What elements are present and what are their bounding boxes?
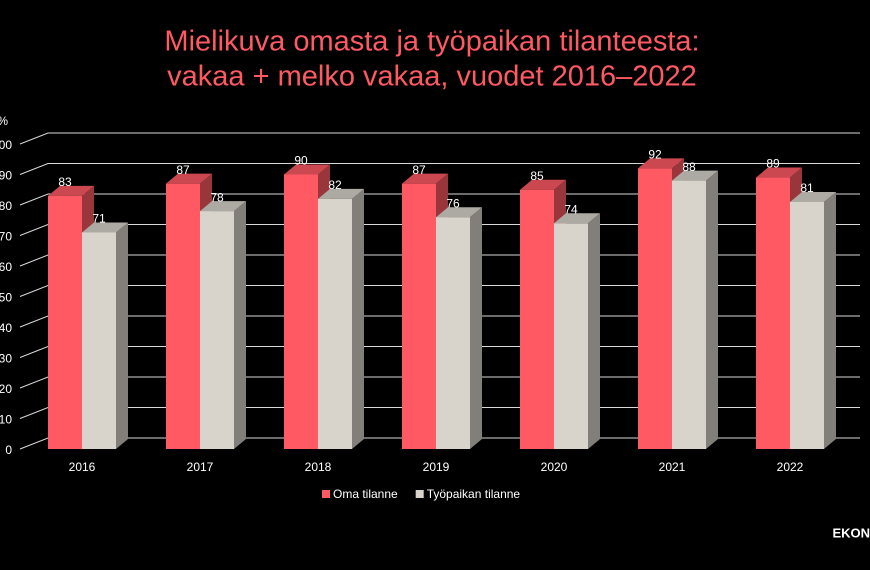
y-tick-label: 50	[0, 291, 12, 305]
legend-label: Oma tilanne	[333, 487, 398, 501]
bar	[402, 183, 436, 449]
y-tick-label: 80	[0, 199, 12, 213]
bar-top	[318, 188, 364, 199]
bar-top	[520, 179, 566, 190]
y-tick-label: 70	[0, 230, 12, 244]
bar-top	[790, 191, 836, 202]
bar-side	[234, 201, 246, 449]
chart-title: Mielikuva omasta ja työpaikan tilanteest…	[164, 26, 699, 58]
bar	[82, 232, 116, 449]
y-tick-label: 20	[0, 382, 12, 396]
bar-top	[48, 185, 94, 196]
y-tick-label: 60	[0, 260, 12, 274]
bar	[520, 189, 554, 449]
x-tick-label: 2022	[777, 460, 804, 474]
value-label: 90	[294, 154, 308, 168]
bar-side	[352, 188, 364, 449]
bar	[756, 177, 790, 450]
value-label: 82	[328, 178, 342, 192]
y-tick-label: 10	[0, 413, 12, 427]
bar-top	[82, 222, 128, 233]
bar-side	[706, 170, 718, 449]
x-tick-label: 2021	[659, 460, 686, 474]
legend-swatch	[322, 490, 330, 498]
logo: EKON	[832, 525, 870, 540]
x-tick-label: 2020	[541, 460, 568, 474]
value-label: 76	[446, 196, 460, 210]
legend-label: Työpaikan tilanne	[427, 487, 521, 501]
bar-top	[166, 173, 212, 184]
bar	[284, 174, 318, 449]
value-label: 89	[766, 157, 780, 171]
x-tick-label: 2018	[305, 460, 332, 474]
y-tick-label: 0	[5, 443, 12, 457]
bar	[318, 198, 352, 449]
grid-line	[19, 132, 860, 145]
grid-line	[19, 193, 860, 206]
chart-title: vakaa + melko vakaa, vuodet 2016–2022	[167, 61, 697, 93]
grid-line	[19, 163, 860, 175]
bar-top	[200, 201, 246, 212]
bar-side	[588, 213, 600, 449]
bar	[200, 211, 234, 449]
bar	[166, 183, 200, 449]
bar-side	[470, 207, 482, 449]
value-label: 78	[210, 190, 224, 204]
value-label: 81	[800, 181, 814, 195]
y-tick-label: 30	[0, 352, 12, 366]
x-tick-label: 2017	[187, 460, 214, 474]
bar-side	[824, 191, 836, 449]
bar	[672, 180, 706, 449]
value-label: 74	[564, 202, 578, 216]
bar-top	[402, 173, 448, 184]
legend-swatch	[415, 490, 424, 498]
y-tick-label: 40	[0, 321, 12, 335]
bar-top	[638, 158, 684, 169]
bar-top	[756, 167, 802, 178]
value-label: 83	[58, 175, 72, 189]
bar	[48, 195, 82, 449]
y-tick-label: 90	[0, 169, 12, 183]
value-label: 88	[682, 160, 696, 174]
value-label: 87	[176, 163, 190, 177]
bar-top	[284, 164, 330, 175]
bar	[436, 217, 470, 449]
bar-side	[116, 222, 128, 449]
x-tick-label: 2019	[423, 460, 450, 474]
bar-top	[672, 170, 718, 181]
bar	[554, 223, 588, 449]
bar	[790, 201, 824, 449]
bar-top	[436, 207, 482, 218]
y-axis-label: %	[0, 114, 8, 128]
value-label: 92	[648, 148, 662, 162]
value-label: 85	[530, 169, 544, 183]
value-label: 87	[412, 163, 426, 177]
bar-top	[554, 213, 600, 224]
x-tick-label: 2016	[69, 460, 96, 474]
y-tick-label: 100	[0, 138, 12, 152]
bar	[638, 168, 672, 449]
value-label: 71	[92, 212, 106, 226]
